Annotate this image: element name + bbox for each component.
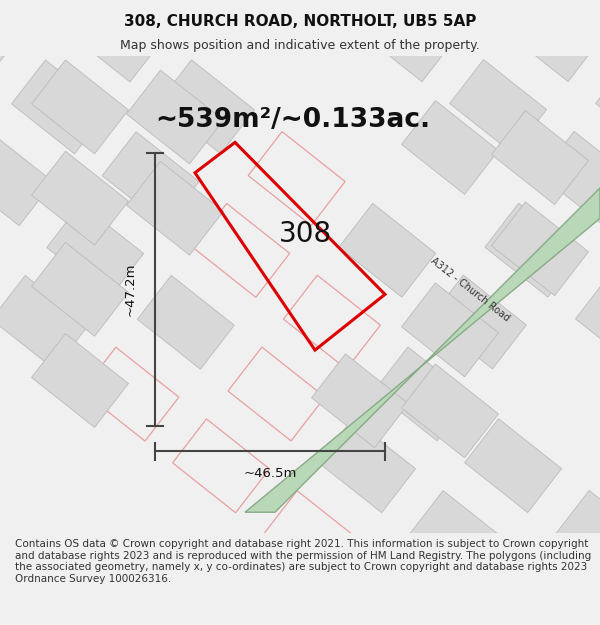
Polygon shape <box>485 203 582 297</box>
Text: A312 - Church Road: A312 - Church Road <box>428 256 511 323</box>
Polygon shape <box>311 354 409 447</box>
Polygon shape <box>491 111 589 204</box>
Polygon shape <box>575 275 600 369</box>
Polygon shape <box>32 242 128 336</box>
Polygon shape <box>0 276 88 369</box>
Polygon shape <box>449 59 547 154</box>
Polygon shape <box>127 161 223 255</box>
Polygon shape <box>374 347 471 441</box>
Polygon shape <box>505 0 600 82</box>
Text: Map shows position and indicative extent of the property.: Map shows position and indicative extent… <box>120 39 480 52</box>
Text: 308: 308 <box>278 219 332 248</box>
Polygon shape <box>596 59 600 153</box>
Text: ~47.2m: ~47.2m <box>124 262 137 316</box>
Polygon shape <box>319 419 416 512</box>
Polygon shape <box>0 132 53 226</box>
Polygon shape <box>464 419 562 512</box>
Polygon shape <box>11 60 109 154</box>
Polygon shape <box>47 204 143 298</box>
Text: 308, CHURCH ROAD, NORTHOLT, UB5 5AP: 308, CHURCH ROAD, NORTHOLT, UB5 5AP <box>124 14 476 29</box>
Polygon shape <box>409 491 506 584</box>
Text: ~46.5m: ~46.5m <box>244 467 296 479</box>
Text: ~539m²/~0.133ac.: ~539m²/~0.133ac. <box>155 107 430 133</box>
Polygon shape <box>102 132 199 226</box>
Polygon shape <box>67 0 164 82</box>
Polygon shape <box>137 276 234 369</box>
Polygon shape <box>359 0 456 82</box>
Polygon shape <box>32 60 128 154</box>
Polygon shape <box>158 60 254 154</box>
Polygon shape <box>32 151 128 245</box>
Polygon shape <box>430 275 526 369</box>
Polygon shape <box>401 283 499 377</box>
Polygon shape <box>540 131 600 225</box>
Polygon shape <box>555 491 600 584</box>
Polygon shape <box>401 364 499 458</box>
Polygon shape <box>401 101 499 194</box>
Polygon shape <box>339 203 436 298</box>
Polygon shape <box>491 202 589 296</box>
Polygon shape <box>127 70 223 164</box>
Polygon shape <box>0 0 18 82</box>
Polygon shape <box>32 334 128 428</box>
Text: Contains OS data © Crown copyright and database right 2021. This information is : Contains OS data © Crown copyright and d… <box>15 539 591 584</box>
Polygon shape <box>245 188 600 512</box>
